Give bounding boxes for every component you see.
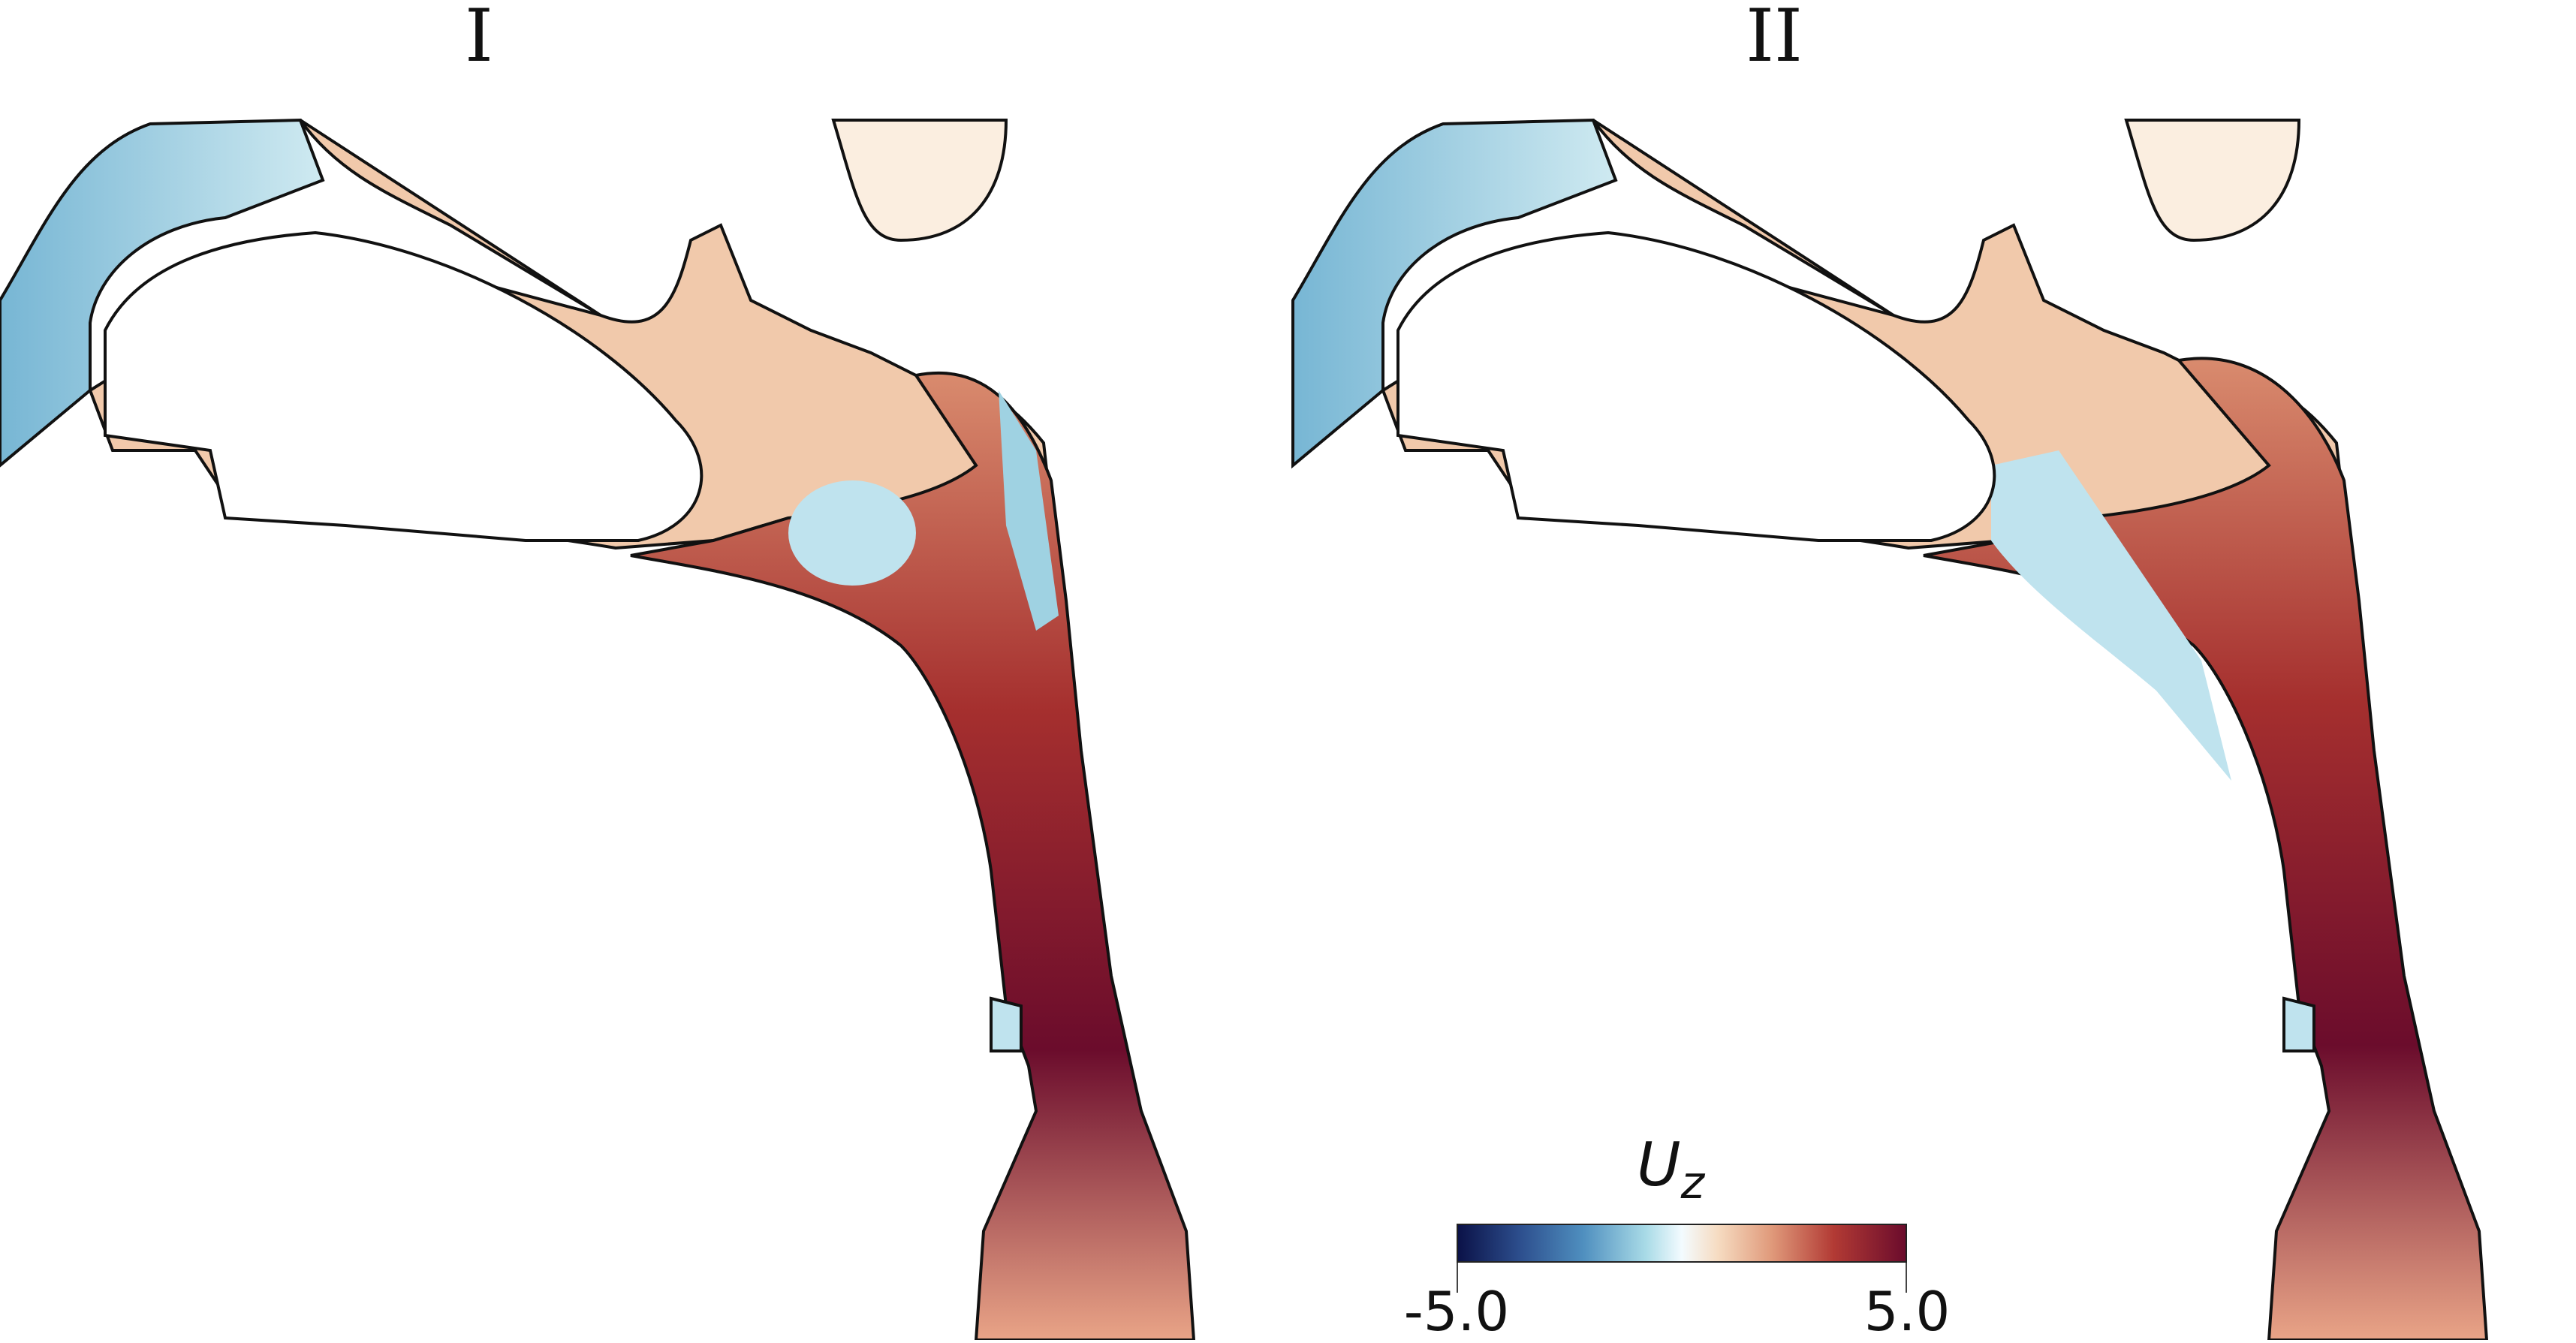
- colorbar: [1457, 1224, 1907, 1263]
- colorbar-tick-max: [1906, 1263, 1907, 1293]
- colorbar-title: Uz: [1637, 1130, 1705, 1209]
- panel-title-2: II: [1746, 0, 1803, 78]
- colorbar-tick-min: [1457, 1263, 1458, 1293]
- colorbar-max-label: 5.0: [1863, 1280, 1951, 1343]
- colorbar-min-label: -5.0: [1403, 1280, 1510, 1343]
- panel-2-field: [1291, 118, 2489, 1340]
- panel-1-field: [0, 118, 1196, 1340]
- panel-title-1: I: [465, 0, 493, 78]
